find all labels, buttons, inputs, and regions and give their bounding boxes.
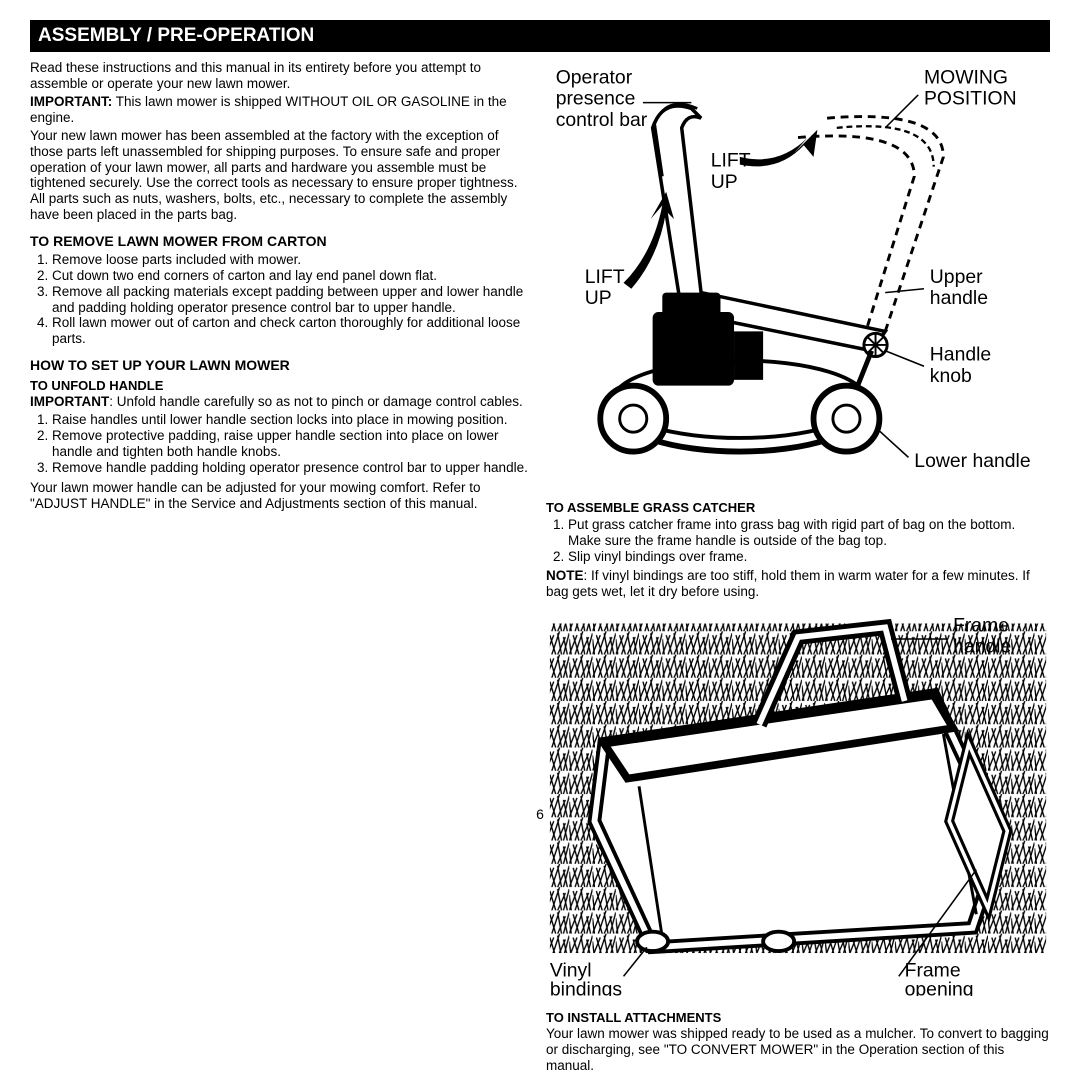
important-label: IMPORTANT: xyxy=(30,94,112,109)
important-paragraph: IMPORTANT: This lawn mower is shipped WI… xyxy=(30,94,534,126)
list-item: Remove handle padding holding operator p… xyxy=(52,460,534,476)
important-text-2: : Unfold handle carefully so as not to p… xyxy=(109,394,523,409)
heading-remove-carton: TO REMOVE LAWN MOWER FROM CARTON xyxy=(30,233,534,250)
label-lift-up-1b: UP xyxy=(711,171,738,193)
label-position: POSITION xyxy=(924,88,1017,110)
list-item: Put grass catcher frame into grass bag w… xyxy=(568,517,1050,549)
subheading-unfold-handle: TO UNFOLD HANDLE xyxy=(30,378,534,393)
content-columns: Read these instructions and this manual … xyxy=(30,60,1050,1076)
list-item: Slip vinyl bindings over frame. xyxy=(568,549,1050,565)
important-paragraph-2: IMPORTANT: Unfold handle carefully so as… xyxy=(30,394,534,410)
label-handle-knob-1: Handle xyxy=(930,343,991,365)
label-presence: presence xyxy=(556,88,636,110)
note-paragraph: NOTE: If vinyl bindings are too stiff, h… xyxy=(546,568,1050,600)
important-label-2: IMPORTANT xyxy=(30,394,109,409)
label-handle: handle xyxy=(930,287,988,309)
grass-catcher-diagram: Frame handle Vinyl bindings Frame openin… xyxy=(546,608,1050,996)
outro-paragraph: Your lawn mower handle can be adjusted f… xyxy=(30,480,534,512)
outro-paragraph-right: Your lawn mower was shipped ready to be … xyxy=(546,1026,1050,1074)
list-item: Remove protective padding, raise upper h… xyxy=(52,428,534,460)
list-remove-carton: Remove loose parts included with mower. … xyxy=(30,252,534,348)
note-label: NOTE xyxy=(546,568,584,583)
label-lower-handle: Lower handle xyxy=(914,450,1030,472)
left-column: Read these instructions and this manual … xyxy=(30,60,534,1076)
label-operator: Operator xyxy=(556,66,633,88)
label-control-bar: control bar xyxy=(556,109,648,131)
intro-paragraph-2: Your new lawn mower has been assembled a… xyxy=(30,128,534,224)
list-grass-catcher: Put grass catcher frame into grass bag w… xyxy=(546,517,1050,565)
heading-setup: HOW TO SET UP YOUR LAWN MOWER xyxy=(30,357,534,374)
list-item: Raise handles until lower handle section… xyxy=(52,412,534,428)
label-bindings: bindings xyxy=(550,979,622,996)
list-item: Remove all packing materials except padd… xyxy=(52,284,534,316)
mower-handle-diagram: Operator presence control bar MOWING POS… xyxy=(546,60,1050,486)
label-lift-up-2b: UP xyxy=(585,287,612,309)
list-unfold-handle: Raise handles until lower handle section… xyxy=(30,412,534,476)
label-mowing: MOWING xyxy=(924,66,1008,88)
subheading-install-attachments: TO INSTALL ATTACHMENTS xyxy=(546,1010,1050,1025)
subheading-assemble-grass-catcher: TO ASSEMBLE GRASS CATCHER xyxy=(546,500,1050,515)
label-handle-2: handle xyxy=(953,636,1011,658)
manual-page: ASSEMBLY / PRE-OPERATION Read these inst… xyxy=(0,0,1080,834)
label-lift-up-2: LIFT xyxy=(585,266,625,288)
label-handle-knob-2: knob xyxy=(930,365,972,387)
label-frame: Frame xyxy=(953,615,1009,637)
label-opening: opening xyxy=(905,979,974,996)
page-number: 6 xyxy=(0,806,1080,822)
section-header: ASSEMBLY / PRE-OPERATION xyxy=(30,20,1050,52)
list-item: Cut down two end corners of carton and l… xyxy=(52,268,534,284)
list-item: Remove loose parts included with mower. xyxy=(52,252,534,268)
label-upper: Upper xyxy=(930,266,983,288)
list-item: Roll lawn mower out of carton and check … xyxy=(52,315,534,347)
intro-paragraph-1: Read these instructions and this manual … xyxy=(30,60,534,92)
right-column: Operator presence control bar MOWING POS… xyxy=(546,60,1050,1076)
note-text: : If vinyl bindings are too stiff, hold … xyxy=(546,568,1030,599)
